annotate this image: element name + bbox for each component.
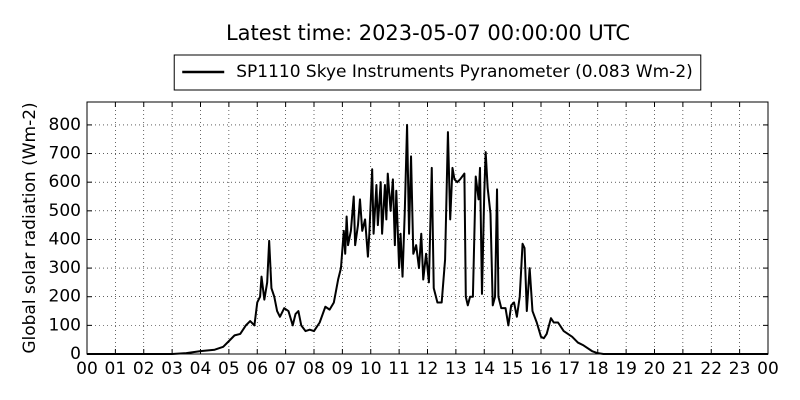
x-tick-label: 19: [615, 359, 637, 379]
x-tick-label: 08: [303, 359, 325, 379]
y-tick-label: 600: [49, 172, 81, 192]
chart-title: Latest time: 2023-05-07 00:00:00 UTC: [226, 21, 630, 45]
x-tick-label: 10: [360, 359, 382, 379]
x-tick-label: 01: [105, 359, 127, 379]
y-tick-label: 0: [70, 344, 81, 364]
y-tick-label: 500: [49, 201, 81, 221]
x-tick-label: 00: [76, 359, 98, 379]
x-tick-label: 03: [161, 359, 183, 379]
x-tick-label: 16: [530, 359, 552, 379]
x-tick-label: 00: [757, 359, 779, 379]
y-axis-label: Global solar radiation (Wm-2): [20, 102, 40, 353]
x-tick-label: 05: [218, 359, 240, 379]
y-tick-label: 800: [49, 115, 81, 135]
x-tick-label: 12: [417, 359, 439, 379]
x-tick-label: 23: [729, 359, 751, 379]
x-tick-label: 15: [502, 359, 524, 379]
legend-label: SP1110 Skye Instruments Pyranometer (0.0…: [236, 62, 693, 82]
y-tick-label: 300: [49, 258, 81, 278]
x-tick-label: 21: [672, 359, 694, 379]
x-tick-label: 13: [445, 359, 467, 379]
x-tick-label: 02: [133, 359, 155, 379]
x-tick-label: 11: [388, 359, 410, 379]
y-tick-label: 700: [49, 144, 81, 164]
data-line: [87, 123, 768, 355]
x-tick-label: 09: [332, 359, 354, 379]
x-tick-label: 22: [700, 359, 722, 379]
x-tick-label: 06: [246, 359, 268, 379]
x-tick-label: 14: [473, 359, 495, 379]
plot-frame: [86, 101, 769, 355]
x-tick-label: 20: [644, 359, 666, 379]
y-tick-label: 100: [49, 315, 81, 335]
y-tick-label: 400: [49, 229, 81, 249]
x-tick-label: 07: [275, 359, 297, 379]
legend-box: [173, 54, 702, 91]
x-tick-label: 17: [559, 359, 581, 379]
y-tick-label: 200: [49, 287, 81, 307]
x-tick-label: 18: [587, 359, 609, 379]
x-tick-label: 04: [190, 359, 212, 379]
